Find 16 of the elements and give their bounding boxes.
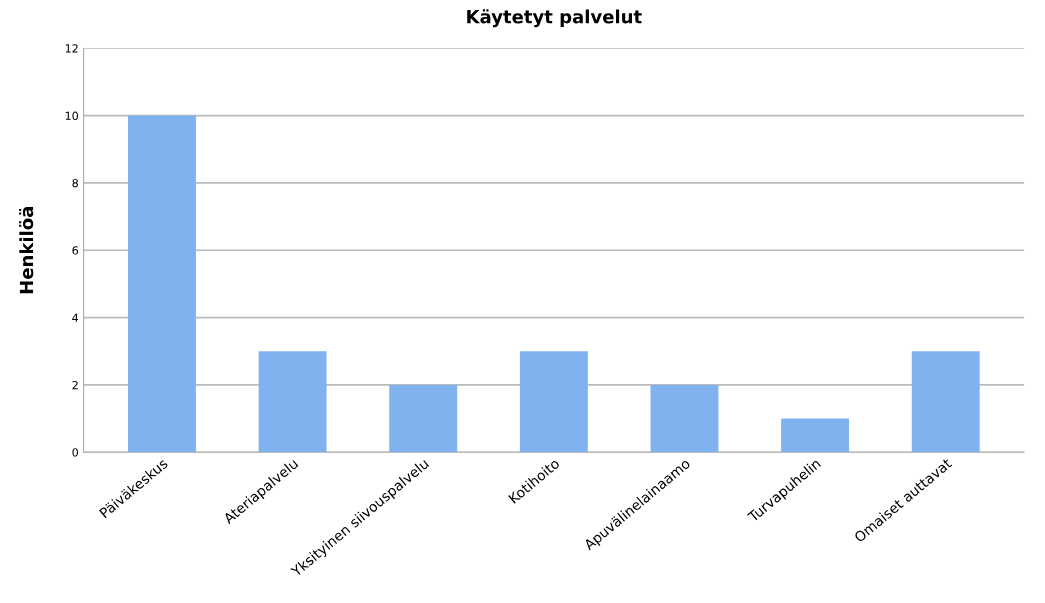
bar	[911, 351, 980, 453]
y-tick-label: 6	[72, 246, 79, 255]
bar	[519, 351, 588, 453]
y-tick-label: 2	[72, 380, 78, 390]
y-tick-label: 10	[65, 111, 78, 120]
bar	[128, 115, 196, 453]
y-tick-label: 8	[72, 178, 78, 188]
y-tick-label: 4	[72, 313, 79, 322]
y-tick-label: 12	[65, 44, 78, 53]
chart-title: Käytetyt palvelut	[467, 9, 642, 28]
bar	[258, 351, 327, 453]
y-axis-title: Henkilöä	[19, 207, 34, 294]
bar	[389, 384, 458, 453]
bar	[650, 384, 719, 453]
bar	[781, 418, 850, 453]
y-tick-label: 0	[72, 448, 78, 457]
